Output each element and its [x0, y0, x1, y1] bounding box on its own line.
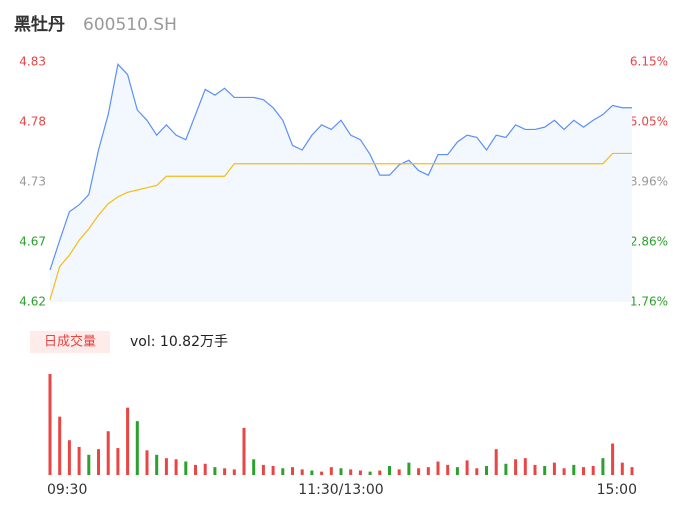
stock-code: 600510.SH: [83, 15, 177, 35]
volume-bar: [126, 407, 130, 475]
volume-bar: [543, 466, 547, 475]
volume-bar: [533, 464, 537, 475]
volume-bar: [611, 443, 615, 475]
volume-bar: [601, 458, 605, 475]
volume-bar: [106, 431, 110, 475]
y-tick-label: 4.67: [19, 235, 46, 249]
y-tick-label: 4.73: [19, 175, 46, 189]
volume-bar: [116, 448, 120, 475]
volume-bar: [494, 449, 498, 475]
y-tick-label: 4.83: [19, 55, 46, 69]
volume-bar: [213, 467, 217, 475]
volume-bar: [77, 446, 81, 475]
volume-bar: [48, 374, 52, 475]
volume-bar: [223, 468, 227, 475]
x-tick-label: 15:00: [597, 482, 637, 498]
y-tick-label: 4.62: [19, 295, 46, 309]
y2-tick-label: 6.15%: [630, 55, 668, 69]
volume-bar: [58, 416, 62, 475]
volume-bar: [552, 462, 556, 475]
volume-bar: [281, 468, 285, 475]
volume-bar: [358, 470, 362, 475]
volume-bar: [349, 469, 353, 475]
y-tick-label: 4.78: [19, 115, 46, 129]
volume-bar: [135, 421, 139, 475]
volume-bar: [310, 470, 314, 475]
price-area: [50, 64, 632, 303]
volume-bar: [339, 468, 343, 475]
volume-bar: [271, 466, 275, 475]
volume-bar: [329, 467, 333, 475]
volume-bar: [155, 454, 159, 475]
volume-bar: [465, 460, 469, 475]
volume-bar: [300, 469, 304, 475]
volume-bar: [145, 450, 149, 475]
volume-bar: [475, 468, 479, 475]
y2-tick-label: 2.86%: [630, 235, 668, 249]
volume-bar: [504, 463, 508, 475]
volume-bar: [320, 471, 324, 475]
volume-bar: [184, 461, 188, 475]
volume-bar: [426, 467, 430, 475]
volume-bar: [397, 469, 401, 475]
volume-bar: [562, 468, 566, 475]
volume-bar: [388, 466, 391, 475]
volume-bar: [591, 466, 595, 475]
volume-bar: [87, 454, 91, 475]
volume-bar: [368, 471, 372, 475]
volume-bar: [164, 458, 168, 475]
stock-name: 黑牡丹: [14, 14, 65, 35]
volume-bar: [378, 470, 382, 475]
volume-bar: [455, 467, 459, 475]
volume-bar: [446, 464, 450, 475]
average-line: [49, 152, 632, 300]
volume-total: vol: 10.82万手: [130, 334, 228, 350]
volume-bar: [436, 461, 440, 475]
volume-bar: [630, 467, 634, 475]
volume-bar: [242, 427, 246, 475]
x-tick-label: 11:30/13:00: [298, 482, 383, 498]
volume-bar: [620, 462, 624, 475]
volume-bar: [194, 464, 197, 475]
volume-bar: [572, 464, 576, 475]
volume-bar: [203, 463, 207, 475]
y2-tick-label: 1.76%: [630, 295, 668, 309]
y2-tick-label: 5.05%: [630, 115, 668, 129]
volume-bar: [407, 462, 411, 475]
price-line: [49, 63, 632, 271]
volume-bar: [174, 459, 178, 475]
volume-tab[interactable]: [30, 331, 110, 353]
volume-bar: [232, 469, 236, 475]
volume-bar: [417, 468, 421, 475]
volume-bar: [67, 440, 71, 475]
volume-bar: [485, 466, 488, 475]
x-tick-label: 09:30: [47, 482, 87, 498]
volume-bar: [252, 459, 256, 475]
volume-bar: [291, 467, 294, 475]
volume-bar: [582, 467, 585, 475]
volume-title[interactable]: 日成交量: [44, 334, 96, 350]
volume-bar: [97, 449, 100, 475]
volume-bar: [514, 459, 518, 475]
y2-tick-label: 3.96%: [630, 175, 668, 189]
volume-bar: [261, 464, 265, 475]
volume-bar: [523, 458, 527, 475]
